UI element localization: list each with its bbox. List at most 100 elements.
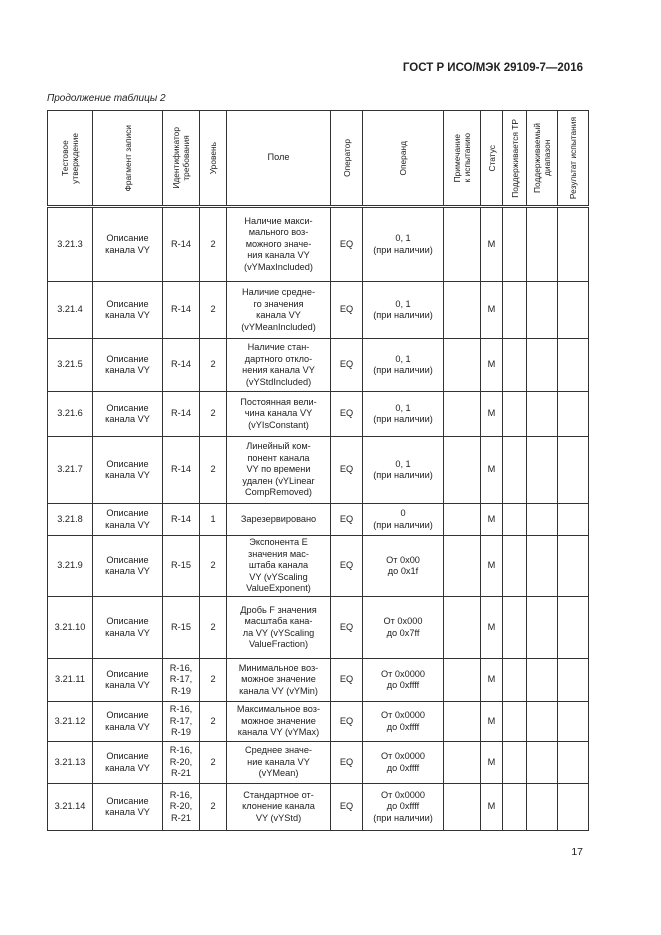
table-cell bbox=[557, 783, 589, 831]
table-cell: 3.21.14 bbox=[47, 783, 93, 831]
table-cell: EQ bbox=[330, 783, 363, 831]
table-cell: 0, 1 (при наличии) bbox=[362, 206, 444, 282]
column-header: Операнд bbox=[362, 110, 444, 208]
column-header: Статус bbox=[480, 110, 503, 208]
table-cell: Описание канала VY bbox=[92, 535, 163, 597]
table-cell: R-15 bbox=[162, 535, 200, 597]
table-cell: EQ bbox=[330, 741, 363, 784]
table-cell: 2 bbox=[199, 338, 227, 392]
table-cell: 2 bbox=[199, 741, 227, 784]
table-cell bbox=[557, 436, 589, 504]
table-cell: Описание канала VY bbox=[92, 338, 163, 392]
column-header: Уровень bbox=[199, 110, 227, 208]
table-cell: Описание канала VY bbox=[92, 391, 163, 437]
table-row: 3.21.12 Описание канала VY R-16, R-17, R-1… bbox=[47, 701, 589, 742]
table-cell bbox=[443, 535, 481, 597]
table-cell: EQ bbox=[330, 596, 363, 659]
table-cell: M bbox=[480, 503, 503, 536]
table-cell bbox=[557, 741, 589, 784]
table-cell: 3.21.5 bbox=[47, 338, 93, 392]
table-row: 3.21.10 Описание канала VY R-15 2 Дробь F зн… bbox=[47, 596, 589, 659]
table-row: 3.21.4 Описание канала VY R-14 2 Наличие сре… bbox=[47, 281, 589, 339]
column-header-label: Фрагмент записи bbox=[122, 124, 133, 192]
table-cell bbox=[443, 281, 481, 339]
table-cell: Стандартное от- клонение канала VY (vYSt… bbox=[226, 783, 331, 831]
table-cell: 2 bbox=[199, 281, 227, 339]
table-cell: 2 bbox=[199, 596, 227, 659]
table-cell bbox=[557, 206, 589, 282]
table-cell bbox=[443, 503, 481, 536]
table-cell: 3.21.10 bbox=[47, 596, 93, 659]
table-cell: Описание канала VY bbox=[92, 503, 163, 536]
table-cell: R-14 bbox=[162, 391, 200, 437]
table-cell bbox=[557, 596, 589, 659]
table-cell bbox=[526, 701, 558, 742]
table-caption: Продолжение таблицы 2 bbox=[47, 93, 166, 104]
table-cell: EQ bbox=[330, 206, 363, 282]
table-header-row: Тестовое утверждение Фрагмент записи Идент… bbox=[47, 110, 589, 208]
table-row: 3.21.5 Описание канала VY R-14 2 Наличие ста… bbox=[47, 338, 589, 392]
table-cell: R-14 bbox=[162, 206, 200, 282]
table-cell bbox=[502, 206, 527, 282]
table-cell: Зарезервировано bbox=[226, 503, 331, 536]
table-cell: Описание канала VY bbox=[92, 206, 163, 282]
column-header-label: Поддерживаемый диапазон bbox=[532, 123, 552, 193]
table-cell bbox=[526, 535, 558, 597]
table-cell: 3.21.7 bbox=[47, 436, 93, 504]
column-header: Оператор bbox=[330, 110, 363, 208]
table-cell: 2 bbox=[199, 535, 227, 597]
table-cell: 3.21.11 bbox=[47, 658, 93, 702]
table-cell: 3.21.9 bbox=[47, 535, 93, 597]
table-cell: M bbox=[480, 338, 503, 392]
table-cell bbox=[502, 338, 527, 392]
table-cell bbox=[502, 783, 527, 831]
table-cell: 0 (при наличии) bbox=[362, 503, 444, 536]
table-cell: Описание канала VY bbox=[92, 783, 163, 831]
table-cell: 1 bbox=[199, 503, 227, 536]
table-cell bbox=[526, 338, 558, 392]
table-cell bbox=[557, 391, 589, 437]
column-header-label: Оператор bbox=[341, 139, 352, 177]
table-cell: M bbox=[480, 281, 503, 339]
table-cell: M bbox=[480, 658, 503, 702]
table-cell: EQ bbox=[330, 503, 363, 536]
table-cell: 0, 1 (при наличии) bbox=[362, 391, 444, 437]
page-number: 17 bbox=[571, 846, 583, 858]
table-cell: Экспонента E значения мас- штаба канала … bbox=[226, 535, 331, 597]
table-cell bbox=[526, 281, 558, 339]
table-cell: 2 bbox=[199, 206, 227, 282]
table-cell: R-16, R-17, R-19 bbox=[162, 701, 200, 742]
table-cell: Постоянная вели- чина канала VY (vYIsCon… bbox=[226, 391, 331, 437]
table-cell: Минимальное воз- можное значение канала … bbox=[226, 658, 331, 702]
column-header-label: Статус bbox=[486, 144, 497, 172]
table-cell: 2 bbox=[199, 391, 227, 437]
table-cell: 2 bbox=[199, 783, 227, 831]
table-cell: Наличие средне- го значения канала VY (v… bbox=[226, 281, 331, 339]
table-cell: 0, 1 (при наличии) bbox=[362, 281, 444, 339]
table-cell bbox=[502, 741, 527, 784]
table-cell: 3.21.12 bbox=[47, 701, 93, 742]
table-cell bbox=[502, 503, 527, 536]
table-cell: M bbox=[480, 701, 503, 742]
table-cell: Максимальное воз- можное значение канала… bbox=[226, 701, 331, 742]
column-header: Поле bbox=[226, 110, 331, 208]
table-cell: R-16, R-20, R-21 bbox=[162, 741, 200, 784]
table-cell bbox=[526, 503, 558, 536]
table-cell: M bbox=[480, 783, 503, 831]
table-cell: 3.21.4 bbox=[47, 281, 93, 339]
table-cell: От 0x0000 до 0xffff bbox=[362, 741, 444, 784]
table-cell: Линейный ком- понент канала VY по времен… bbox=[226, 436, 331, 504]
requirements-table: Тестовое утверждение Фрагмент записи Идент… bbox=[47, 110, 589, 831]
table-cell: 2 bbox=[199, 701, 227, 742]
table-row: 3.21.6 Описание канала VY R-14 2 Постоянная … bbox=[47, 391, 589, 437]
table-cell: Описание канала VY bbox=[92, 741, 163, 784]
table-cell bbox=[557, 535, 589, 597]
table-cell: От 0x0000 до 0xffff bbox=[362, 658, 444, 702]
column-header-label: Операнд bbox=[398, 140, 408, 176]
table-cell: Описание канала VY bbox=[92, 596, 163, 659]
table-row: 3.21.3 Описание канала VY R-14 2 Наличие мак… bbox=[47, 206, 589, 282]
table-cell: От 0x0000 до 0xffff bbox=[362, 701, 444, 742]
column-header-label: Тестовое утверждение bbox=[60, 132, 80, 184]
table-cell bbox=[443, 658, 481, 702]
table-cell bbox=[526, 596, 558, 659]
